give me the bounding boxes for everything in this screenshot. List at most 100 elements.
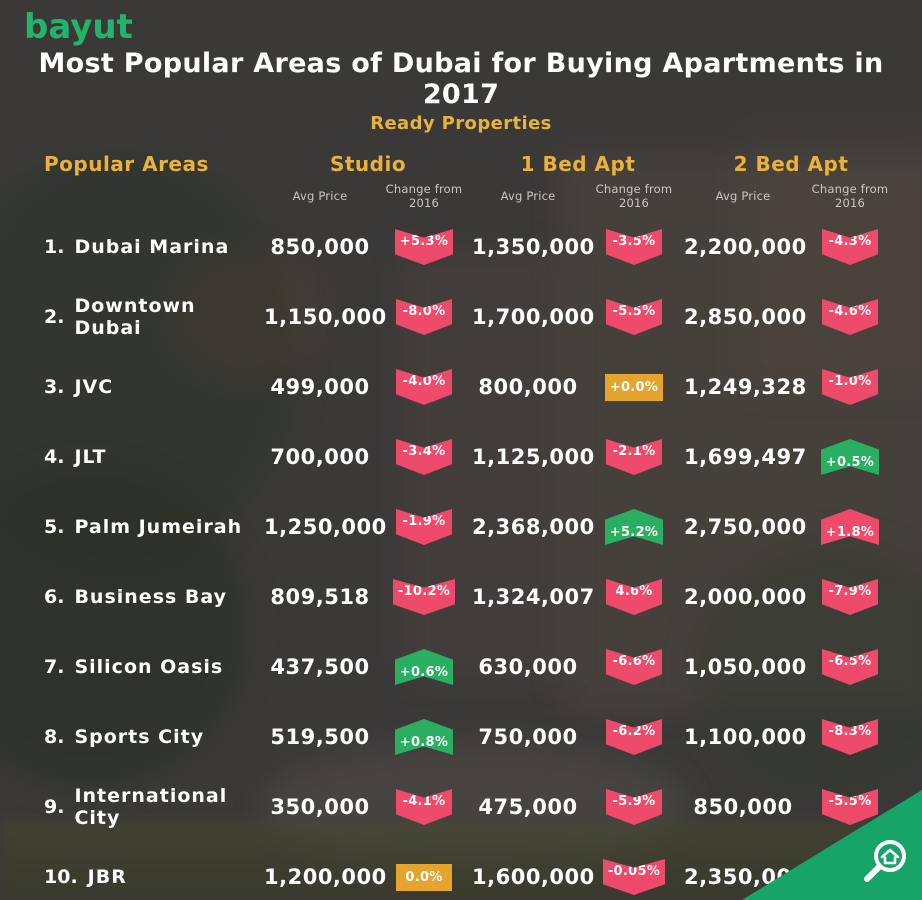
row-rank: 5. [44, 516, 65, 538]
change-badge: -6.2% [606, 719, 662, 755]
avg-price-value: 800,000 [478, 375, 578, 399]
change-badge: -6.5% [822, 649, 878, 685]
change-badge: -5.5% [606, 299, 662, 335]
area-name: JLT [74, 446, 107, 468]
backdrop-palm-shape [692, 540, 922, 800]
subheader-change: Change from 2016 [811, 182, 889, 210]
change-badge: -0.05% [602, 859, 666, 895]
avg-price-value: 1,100,000 [684, 725, 807, 749]
table-row: 3. JVC 499,000 -4.0% 800,000 +0.0% 1,249… [0, 352, 922, 422]
avg-price-value: 1,249,328 [684, 375, 807, 399]
area-name: International City [74, 785, 228, 829]
table-row: 6. Business Bay 809,518 -10.2% 1,324,007… [0, 562, 922, 632]
change-badge: -8.0% [396, 299, 452, 335]
row-rank: 6. [44, 586, 65, 608]
area-name: JBR [87, 866, 127, 888]
change-badge: +1.8% [820, 509, 880, 545]
avg-price-value: 2,000,000 [684, 585, 807, 609]
backdrop-top-fade [0, 0, 922, 175]
area-name: Business Bay [74, 586, 228, 608]
change-badge: -8.3% [822, 719, 878, 755]
row-rank: 9. [44, 796, 65, 818]
avg-price-value: 1,125,000 [472, 445, 595, 469]
table-row: 2. Downtown Dubai 1,150,000 -8.0% 1,700,… [0, 282, 922, 352]
area-name: Downtown Dubai [74, 295, 196, 339]
row-rank: 8. [44, 726, 65, 748]
change-badge: -4.3% [822, 229, 878, 265]
change-badge: -3.4% [396, 439, 452, 475]
table-row: 10. JBR 1,200,000 0.0% 1,600,000 -0.05% … [0, 842, 922, 900]
table-row: 7. Silicon Oasis 437,500 +0.6% 630,000 -… [0, 632, 922, 702]
change-badge: -6.6% [606, 649, 662, 685]
change-badge: +0.6% [394, 649, 454, 685]
avg-price-value: 809,518 [270, 585, 370, 609]
avg-price-value: 437,500 [270, 655, 370, 679]
change-badge: +5.2% [604, 509, 664, 545]
change-badge: -3.5% [606, 229, 662, 265]
change-badge: -2.1% [606, 439, 662, 475]
area-name: JVC [74, 376, 114, 398]
avg-price-value: 2,750,000 [684, 515, 807, 539]
avg-price-value: 499,000 [270, 375, 370, 399]
change-badge: +5.3% [394, 229, 454, 265]
avg-price-value: 850,000 [693, 795, 793, 819]
column-group-1-bed-apt: 1 Bed Apt [520, 152, 636, 176]
avg-price-value: 1,150,000 [264, 305, 387, 329]
avg-price-value: 350,000 [270, 795, 370, 819]
table-row: 9. International City 350,000 -4.1% 475,… [0, 772, 922, 842]
row-rank: 4. [44, 446, 65, 468]
table-row: 8. Sports City 519,500 +0.8% 750,000 -6.… [0, 702, 922, 772]
table-row: 4. JLT 700,000 -3.4% 1,125,000 -2.1% 1,6… [0, 422, 922, 492]
change-badge: 0.0% [396, 863, 452, 891]
change-badge: -5.5% [822, 789, 878, 825]
avg-price-value: 1,250,000 [264, 515, 387, 539]
backdrop-palm-shape [0, 470, 250, 790]
row-rank: 3. [44, 376, 65, 398]
subheader-change: Change from 2016 [595, 182, 673, 210]
search-home-icon [864, 840, 906, 882]
column-group-studio: Studio [329, 152, 407, 176]
page-title: Most Popular Areas of Dubai for Buying A… [38, 48, 884, 110]
avg-price-value: 700,000 [270, 445, 370, 469]
subheader-avg-price: Avg Price [292, 189, 348, 203]
table-row: 1. Dubai Marina 850,000 +5.3% 1,350,000 … [0, 212, 922, 282]
avg-price-value: 1,700,000 [472, 305, 595, 329]
area-name: Silicon Oasis [74, 656, 224, 678]
change-badge: +0.5% [820, 439, 880, 475]
area-name: Palm Jumeirah [74, 516, 243, 538]
change-badge: -7.9% [822, 579, 878, 615]
avg-price-value: 1,699,497 [684, 445, 807, 469]
row-rank: 2. [44, 306, 65, 328]
avg-price-value: 475,000 [478, 795, 578, 819]
area-name: Sports City [74, 726, 205, 748]
row-rank: 1. [44, 236, 65, 258]
avg-price-value: 2,368,000 [472, 515, 595, 539]
subheader-avg-price: Avg Price [500, 189, 556, 203]
avg-price-value: 1,050,000 [684, 655, 807, 679]
change-badge: -1.0% [822, 369, 878, 405]
area-name: Dubai Marina [74, 236, 230, 258]
avg-price-value: 1,600,000 [472, 865, 595, 889]
change-badge: -4.6% [822, 299, 878, 335]
row-rank: 7. [44, 656, 65, 678]
change-badge: -4.1% [396, 789, 452, 825]
table-body: 1. Dubai Marina 850,000 +5.3% 1,350,000 … [0, 212, 922, 900]
bayut-logo: bayut [24, 7, 133, 47]
change-badge: +0.8% [394, 719, 454, 755]
change-badge: -4.0% [396, 369, 452, 405]
avg-price-value: 2,200,000 [684, 235, 807, 259]
avg-price-value: 519,500 [270, 725, 370, 749]
subheader-avg-price: Avg Price [715, 189, 771, 203]
backdrop-palm-shape [0, 140, 300, 570]
avg-price-value: 1,200,000 [264, 865, 387, 889]
table-sub-header: Avg Price Change from 2016 Avg Price Cha… [0, 182, 922, 210]
change-badge: -10.2% [392, 579, 456, 615]
avg-price-value: 630,000 [478, 655, 578, 679]
avg-price-value: 850,000 [270, 235, 370, 259]
change-badge: +0.0% [604, 373, 664, 401]
avg-price-value: 2,850,000 [684, 305, 807, 329]
change-badge: 4.6% [606, 579, 662, 615]
row-rank: 10. [44, 866, 78, 888]
